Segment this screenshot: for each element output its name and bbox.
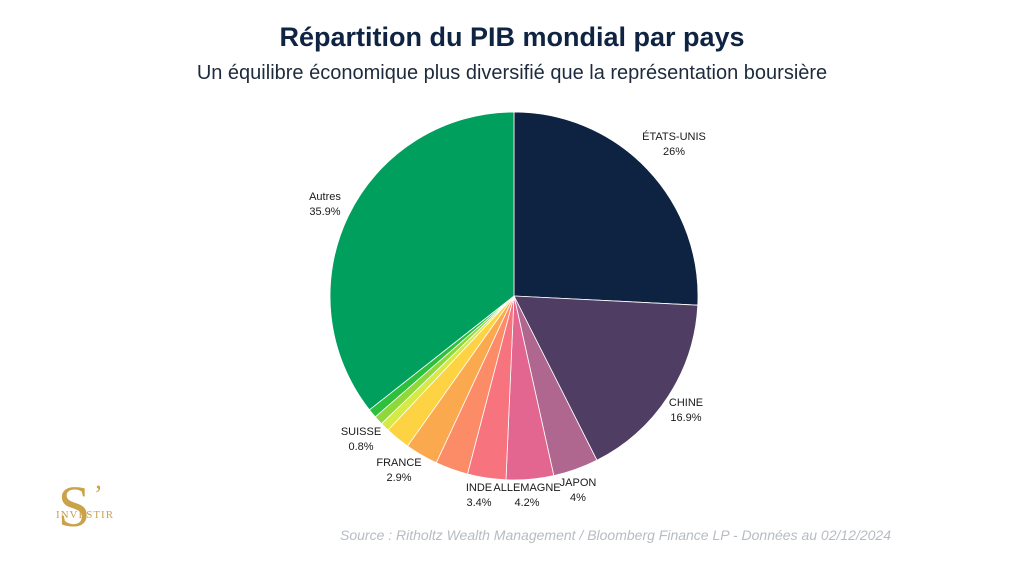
slice-value-label: 3.4%	[466, 497, 491, 509]
slice-value-label: 2.9%	[386, 472, 411, 484]
chart-title: Répartition du PIB mondial par pays	[279, 22, 745, 52]
pie-slice-chine	[513, 295, 699, 461]
slice-name-label: Autres	[309, 191, 341, 203]
pie-slices	[329, 111, 699, 481]
pie-slice--tats-unis	[513, 111, 699, 306]
slice-name-label: FRANCE	[376, 457, 421, 469]
pie-labels: ÉTATS-UNIS 26% CHINE 16.9% JAPON 4% ALLEMAGNE 4…	[309, 130, 706, 509]
investir-logo: S ’ INVESTIR	[50, 478, 120, 558]
slice-value-label: 0.8%	[348, 441, 373, 453]
chart-subtitle: Un équilibre économique plus diversifié …	[196, 62, 828, 84]
slice-value-label: 16.9%	[670, 412, 701, 424]
slice-value-label: 4%	[570, 492, 586, 504]
slice-name-label: ÉTATS-UNIS	[642, 130, 706, 143]
slice-name-label: INDE	[466, 482, 492, 494]
slice-name-label: SUISSE	[341, 426, 381, 438]
slice-value-label: 26%	[663, 146, 685, 158]
slice-value-label: 4.2%	[514, 497, 539, 509]
logo-apostrophe: ’	[94, 480, 103, 509]
pie-slice-autres	[329, 111, 515, 411]
source-note: Source : Ritholtz Wealth Management / Bl…	[340, 527, 891, 543]
slice-value-label: 35.9%	[309, 206, 340, 218]
slice-name-label: ALLEMAGNE	[493, 482, 560, 494]
slice-name-label: JAPON	[560, 477, 597, 489]
logo-word: INVESTIR	[55, 509, 115, 521]
logo-letter: S	[58, 474, 91, 539]
slice-name-label: CHINE	[669, 397, 703, 409]
